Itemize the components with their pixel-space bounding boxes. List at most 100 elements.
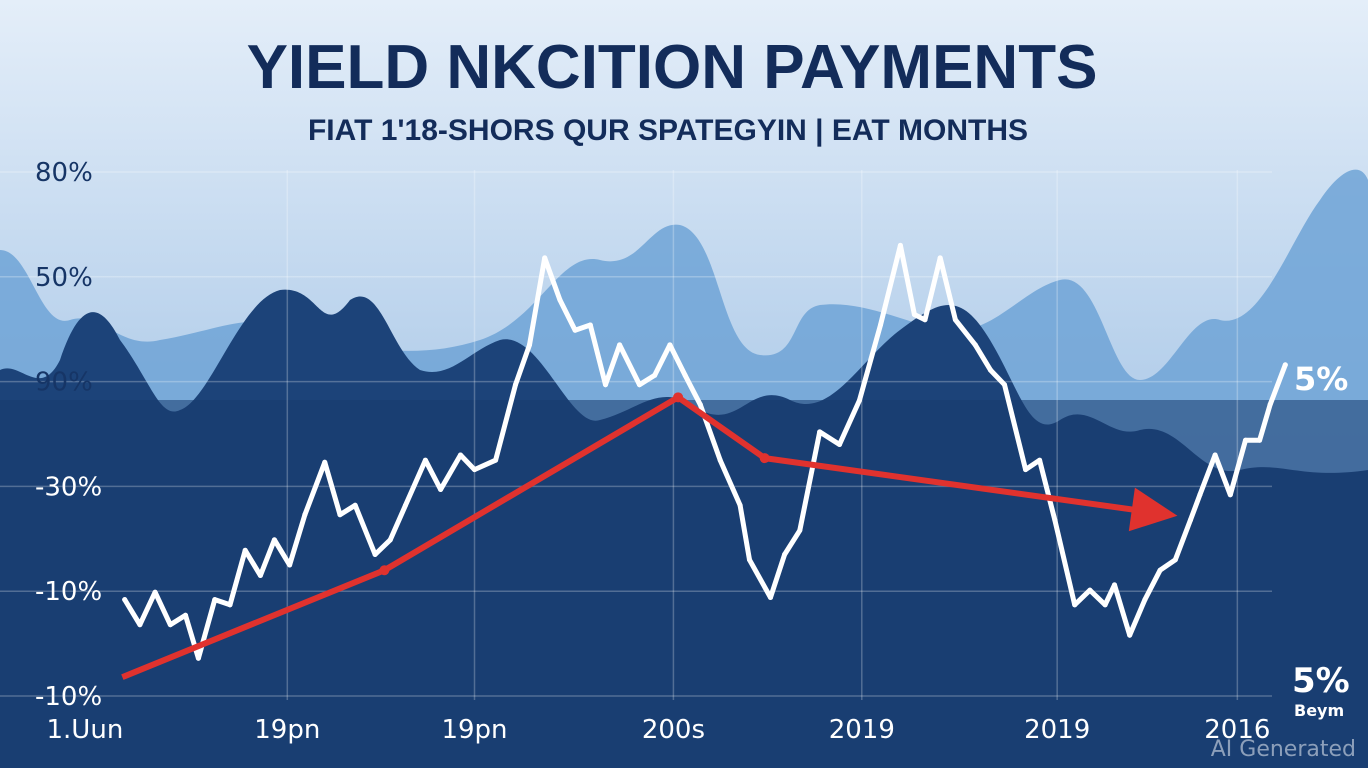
yield-point bbox=[972, 342, 978, 348]
yield-point bbox=[271, 537, 277, 543]
yield-point bbox=[302, 512, 308, 518]
yield-point bbox=[768, 594, 774, 600]
yield-point bbox=[195, 655, 201, 661]
yield-point bbox=[322, 459, 328, 465]
yield-point bbox=[1157, 567, 1163, 573]
yield-point bbox=[1002, 382, 1008, 388]
yield-point bbox=[878, 322, 883, 328]
yield-point bbox=[402, 502, 408, 508]
watermark: AI Generated bbox=[1211, 737, 1356, 762]
annotation-bottom-value: 5% bbox=[1292, 661, 1350, 701]
y-tick-label: 90% bbox=[35, 368, 93, 398]
yield-point bbox=[682, 372, 688, 378]
yield-point bbox=[987, 367, 993, 373]
yield-point bbox=[1072, 602, 1078, 608]
y-tick-label: -10% bbox=[35, 682, 102, 712]
yield-point bbox=[227, 602, 233, 608]
yield-point bbox=[167, 622, 173, 628]
yield-point bbox=[856, 397, 862, 403]
series-layer bbox=[121, 242, 1288, 680]
plot-shade bbox=[0, 400, 1368, 768]
yield-point bbox=[746, 557, 752, 563]
yield-point bbox=[1052, 517, 1058, 523]
y-axis: -10% -10% -30% 90% 50% 80% bbox=[35, 158, 102, 712]
y-tick-label: 50% bbox=[35, 263, 93, 293]
yield-point bbox=[922, 317, 928, 323]
yield-point bbox=[493, 457, 499, 463]
x-tick-label: 2019 bbox=[1024, 715, 1090, 745]
yield-point bbox=[617, 342, 623, 348]
yield-point bbox=[1102, 602, 1108, 608]
x-axis: 1.Uun 19pn 19pn 200s 2019 2019 2016 bbox=[47, 715, 1271, 745]
yield-point bbox=[257, 572, 263, 578]
yield-point bbox=[438, 487, 444, 493]
yield-point bbox=[422, 457, 428, 463]
yield-point bbox=[1188, 517, 1194, 523]
yield-point bbox=[212, 597, 218, 603]
yield-point bbox=[603, 382, 609, 388]
yield-point bbox=[911, 312, 917, 318]
yield-point bbox=[797, 527, 803, 533]
yield-point bbox=[242, 547, 248, 553]
trend-point bbox=[379, 565, 390, 576]
yield-point bbox=[572, 327, 578, 333]
yield-point bbox=[557, 297, 563, 303]
yield-point bbox=[542, 255, 548, 261]
yield-point bbox=[122, 597, 128, 603]
yield-point bbox=[817, 429, 823, 435]
yield-point bbox=[527, 342, 532, 348]
yield-point bbox=[1282, 362, 1288, 368]
yield-point bbox=[667, 342, 673, 348]
yield-point bbox=[337, 512, 343, 518]
yield-point bbox=[587, 322, 593, 328]
yield-point bbox=[512, 382, 518, 388]
yield-point bbox=[952, 317, 958, 323]
x-tick-label: 200s bbox=[642, 715, 705, 745]
trend-point bbox=[759, 453, 770, 464]
yield-point bbox=[1267, 402, 1273, 408]
yield-point bbox=[387, 537, 393, 543]
yield-point bbox=[1257, 437, 1263, 443]
yield-point bbox=[837, 441, 843, 447]
trend-arrowhead bbox=[1128, 487, 1178, 532]
yield-point bbox=[472, 467, 478, 473]
yield-point bbox=[183, 612, 189, 618]
yield-point bbox=[1037, 457, 1043, 463]
yield-point bbox=[717, 457, 723, 463]
yield-point bbox=[1127, 632, 1133, 638]
yield-point bbox=[897, 242, 903, 248]
yield-point bbox=[1142, 597, 1148, 603]
y-tick-label: -10% bbox=[35, 577, 102, 607]
yield-point bbox=[1197, 492, 1203, 498]
y-tick-label: 80% bbox=[35, 158, 93, 188]
yield-point bbox=[1172, 557, 1178, 563]
chart-title: YIELD NKCITION PAYMENTS bbox=[247, 33, 1098, 102]
yield-point bbox=[782, 552, 788, 558]
yield-point bbox=[1112, 582, 1117, 588]
yield-point bbox=[457, 452, 463, 458]
yield-point bbox=[352, 502, 358, 508]
trend-point bbox=[673, 392, 684, 403]
yield-point bbox=[372, 552, 378, 558]
series-line-yield bbox=[122, 242, 1288, 661]
chart-subtitle: FIAT 1'18-SHORS QUR SPATEGYIN | EAT MONT… bbox=[308, 114, 1028, 147]
yield-point bbox=[636, 382, 642, 388]
yield-point bbox=[1087, 587, 1093, 593]
yield-point bbox=[1243, 437, 1249, 443]
x-tick-label: 19pn bbox=[254, 715, 320, 745]
yield-point bbox=[697, 402, 703, 408]
x-tick-label: 19pn bbox=[441, 715, 507, 745]
annotation-right-value: 5% bbox=[1294, 360, 1348, 398]
yield-point bbox=[652, 372, 658, 378]
yield-point bbox=[937, 255, 943, 261]
x-tick-label: 2016 bbox=[1204, 715, 1270, 745]
x-tick-label: 1.Uun bbox=[47, 715, 124, 745]
yield-point bbox=[137, 622, 143, 628]
yield-point bbox=[287, 562, 293, 568]
annotation-bottom-label: Beym bbox=[1294, 701, 1344, 720]
yield-point bbox=[1023, 467, 1029, 473]
x-tick-label: 2019 bbox=[829, 715, 895, 745]
yield-point bbox=[1212, 452, 1218, 458]
yield-point bbox=[152, 589, 158, 595]
